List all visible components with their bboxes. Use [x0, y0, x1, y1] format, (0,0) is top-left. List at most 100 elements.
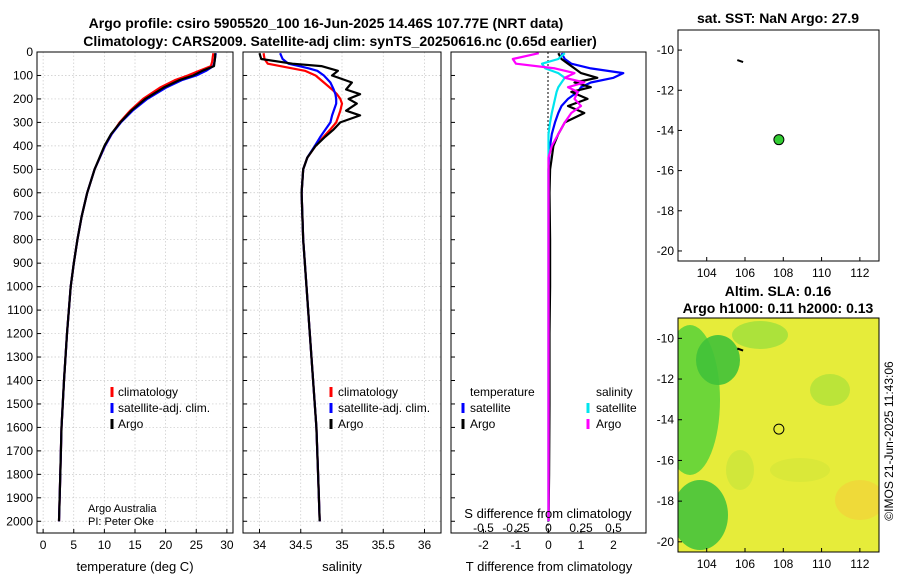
map-y-tick-label: -14 [657, 413, 675, 427]
y-tick-label: 800 [13, 233, 33, 247]
temperature-lines [57, 53, 217, 522]
x-tick-label-s: -0.5 [473, 521, 494, 535]
map-y-tick-label: -12 [657, 83, 675, 97]
map-x-tick-label: 110 [812, 266, 831, 280]
x-tick-label: 20 [159, 538, 173, 552]
map-y-tick-label: -20 [657, 244, 675, 258]
x-tick-label-t: -2 [478, 538, 489, 552]
legend-targo-label: Argo [470, 417, 496, 431]
x-tick-label: 30 [220, 538, 234, 552]
legend-salinity-panel: climatology satellite-adj. clim. Argo [329, 385, 430, 431]
x-tick-label-s: 0 [545, 521, 552, 535]
salinity-ticks: 34 34.5 35 35.5 36 [243, 51, 432, 552]
x-tick-label: 35 [335, 538, 349, 552]
x-tick-label: 35.5 [372, 538, 396, 552]
sst-map-panel: sat. SST: NaN Argo: 27.9 104 106 108 110 112… [657, 10, 880, 280]
map-y-tick-label: -18 [657, 494, 675, 508]
x-tick-label: 34.5 [289, 538, 313, 552]
x-tick-label: 0 [40, 538, 47, 552]
y-tick-label: 700 [13, 209, 33, 223]
credit-org: Argo Australia [88, 503, 157, 515]
salinity-lines [258, 52, 362, 522]
series-line-temperature-satellite [547, 52, 625, 522]
y-tick-label: 0 [26, 45, 33, 59]
y-tick-label: 300 [13, 115, 33, 129]
legend-ssat-label: satellite [596, 401, 637, 415]
y-tick-label: 100 [13, 68, 33, 82]
sla-heatmap [678, 318, 879, 552]
float-track [736, 347, 744, 352]
legend-difference-panel: temperature satellite Argo salinity sate… [461, 385, 637, 431]
y-tick-label: 500 [13, 162, 33, 176]
temperature-grid [37, 51, 233, 533]
series-line-salinity-argo [511, 52, 586, 522]
salinity-panel: 34 34.5 35 35.5 36 salinity [242, 51, 442, 574]
legend-clim-label-t: climatology [118, 385, 178, 399]
map-x-tick-label: 112 [850, 557, 869, 571]
map-y-tick-label: -10 [657, 43, 675, 57]
sla-panel-title-line2: Argo h1000: 0.11 h2000: 0.13 [683, 300, 874, 316]
map-x-tick-label: 112 [850, 266, 869, 280]
x-tick-label-t: 2 [610, 538, 617, 552]
argo-location-marker [773, 423, 785, 435]
sst-ticks: 104 106 108 110 112 -10 -12 -14 -16 -18 -20 [657, 43, 870, 280]
map-x-tick-label: 108 [773, 266, 793, 280]
legend-salinity-header: salinity [596, 385, 633, 399]
sst-axes-frame [677, 29, 880, 262]
x-tick-label: 10 [98, 538, 112, 552]
x-tick-label: 36 [418, 538, 432, 552]
legend-argo-label-t: Argo [118, 417, 144, 431]
x-tick-label-t: -1 [511, 538, 522, 552]
y-tick-label: 1600 [6, 420, 33, 434]
map-y-tick-label: -12 [657, 372, 675, 386]
y-tick-label: 1700 [6, 444, 33, 458]
argo-location-marker [773, 134, 785, 146]
difference-s-xlabel: S difference from climatology [464, 506, 632, 521]
figure-title-line2: Climatology: CARS2009. Satellite-adj cli… [83, 33, 597, 49]
y-tick-label: 400 [13, 139, 33, 153]
y-tick-label: 1900 [6, 491, 33, 505]
x-tick-label-s: -0.25 [502, 521, 530, 535]
difference-panel: -2 -1 0 1 2 -0.5 -0.25 0 0.25 0.5 S difference fr… [450, 51, 647, 574]
y-tick-label: 1300 [6, 350, 33, 364]
y-tick-label: 1800 [6, 467, 33, 481]
y-tick-label: 600 [13, 186, 33, 200]
x-tick-label-t: 1 [578, 538, 585, 552]
map-y-tick-label: -16 [657, 453, 675, 467]
sla-ticks: 104 106 108 110 112 -10 -12 -14 -16 -18 -20 [657, 331, 870, 571]
y-tick-label: 900 [13, 256, 33, 270]
map-x-tick-label: 106 [735, 557, 755, 571]
series-line-temperature-argo [547, 52, 599, 522]
y-tick-label: 2000 [6, 514, 33, 528]
difference-lines [511, 52, 625, 522]
map-y-tick-label: -20 [657, 535, 675, 549]
x-tick-label-s: 0.25 [569, 521, 593, 535]
salinity-xlabel: salinity [322, 559, 362, 574]
x-tick-label: 5 [70, 538, 77, 552]
legend-tsat-label: satellite [470, 401, 511, 415]
salinity-grid [243, 51, 441, 533]
series-line-argo [57, 53, 217, 522]
map-x-tick-label: 104 [697, 266, 717, 280]
sla-axes-frame [677, 317, 880, 553]
sla-marks [736, 347, 785, 435]
salinity-axes-frame [242, 51, 442, 534]
x-tick-label-s: 0.5 [605, 521, 622, 535]
legend-sat-label-s: satellite-adj. clim. [338, 401, 430, 415]
legend-sat-label-t: satellite-adj. clim. [118, 401, 210, 415]
map-x-tick-label: 104 [697, 557, 717, 571]
x-tick-label: 34 [253, 538, 267, 552]
y-tick-label: 1000 [6, 280, 33, 294]
map-y-tick-label: -10 [657, 331, 675, 345]
y-tick-label: 1500 [6, 397, 33, 411]
y-tick-label: 1100 [7, 303, 33, 317]
temperature-axes-frame [36, 51, 234, 534]
float-track [736, 59, 744, 64]
figure-title-line1: Argo profile: csiro 5905520_100 16-Jun-2… [89, 15, 564, 31]
y-tick-label: 1400 [6, 373, 33, 387]
map-x-tick-label: 106 [735, 266, 755, 280]
map-y-tick-label: -16 [657, 164, 675, 178]
legend-sargo-label: Argo [596, 417, 622, 431]
series-line-argo [258, 52, 362, 522]
